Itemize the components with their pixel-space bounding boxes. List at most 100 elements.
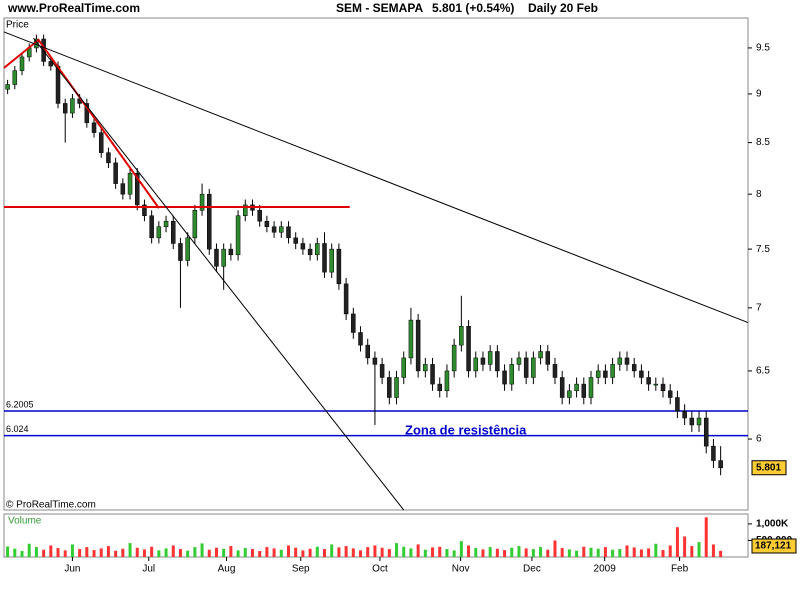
- quote: 5.801 (+0.54%): [432, 1, 514, 15]
- y-tick-label: 9.5: [756, 43, 770, 54]
- volume-bar: [34, 547, 38, 557]
- volume-bar: [719, 550, 723, 557]
- site: www.ProRealTime.com: [7, 1, 140, 15]
- candle-body: [502, 370, 507, 385]
- candle-body: [199, 193, 205, 211]
- candle-body: [257, 210, 262, 222]
- candle-body: [300, 243, 306, 250]
- candle-body: [336, 248, 342, 285]
- candle-body: [171, 220, 176, 244]
- volume-bar: [704, 517, 708, 557]
- volume-bar: [481, 549, 485, 557]
- candle-body: [293, 237, 298, 244]
- candle-body: [603, 370, 608, 378]
- volume-bar: [42, 549, 46, 557]
- candle-body: [185, 237, 190, 261]
- candle-body: [394, 377, 399, 398]
- volume-bar: [474, 548, 478, 557]
- x-tick-label: Aug: [218, 564, 236, 575]
- volume-bar: [603, 547, 607, 557]
- candle-body: [329, 248, 334, 273]
- candle-body: [106, 152, 111, 164]
- candle-body: [588, 377, 594, 398]
- candle-body: [617, 357, 623, 365]
- candle-body: [646, 377, 651, 385]
- volume-bar: [395, 543, 399, 557]
- resistance-label: 6.2005: [6, 399, 34, 409]
- volume-bar: [366, 547, 370, 557]
- volume-bar: [49, 545, 53, 557]
- annotation: Zona de resistência: [405, 422, 527, 437]
- date: 20 Feb: [560, 1, 598, 15]
- candle-body: [163, 220, 169, 227]
- volume-bar: [517, 546, 521, 557]
- volume-bar: [639, 549, 643, 557]
- volume-bar: [114, 550, 118, 557]
- candle-body: [192, 210, 198, 239]
- candle-body: [538, 351, 543, 359]
- volume-label: Volume: [8, 516, 42, 527]
- x-tick-label: Nov: [452, 564, 470, 575]
- volume-bar: [243, 548, 247, 557]
- last-volume-box: [751, 538, 797, 554]
- volume-bar: [171, 545, 175, 557]
- candle-body: [48, 61, 54, 67]
- candle-body: [653, 383, 659, 386]
- volume-bar: [632, 547, 636, 557]
- volume-bar: [488, 547, 492, 557]
- volume-bar: [452, 550, 456, 557]
- candle-body: [142, 204, 147, 216]
- volume-bar: [351, 548, 355, 557]
- volume-bar: [229, 546, 233, 557]
- y-tick-label: 8: [756, 189, 762, 200]
- candle-body: [559, 377, 565, 398]
- candle-body: [279, 226, 284, 233]
- volume-bar: [92, 550, 96, 557]
- volume-tick-label: 1,000K: [756, 519, 789, 530]
- candle-body: [120, 183, 126, 195]
- volume-bar: [582, 546, 586, 557]
- candle-body: [84, 103, 90, 124]
- x-tick-label: Jul: [142, 564, 155, 575]
- volume-bar: [546, 549, 550, 557]
- volume-bar: [459, 541, 463, 557]
- candle-body: [703, 417, 709, 447]
- candle-body: [5, 84, 10, 90]
- volume-bar: [402, 546, 406, 557]
- candle-body: [70, 98, 75, 114]
- y-tick-label: 6: [756, 434, 762, 445]
- volume-bar: [668, 545, 672, 557]
- volume-bar: [294, 547, 298, 557]
- volume-bar: [495, 548, 499, 557]
- candle-body: [365, 344, 370, 359]
- volume-bar: [359, 550, 363, 557]
- y-tick-label: 9: [756, 89, 762, 100]
- price-label: Price: [6, 20, 29, 31]
- volume-bar: [589, 547, 593, 557]
- volume-bar: [222, 548, 226, 557]
- candle-body: [379, 364, 385, 378]
- volume-bar: [467, 545, 471, 557]
- volume-bar: [121, 548, 125, 557]
- volume-bar: [654, 543, 658, 557]
- candle-body: [343, 283, 349, 315]
- candle-body: [228, 248, 234, 256]
- volume-bar: [344, 546, 348, 557]
- volume-bar: [265, 547, 269, 557]
- candle-body: [581, 383, 587, 398]
- candle-body: [271, 226, 277, 233]
- last-volume-label: 187,121: [755, 541, 792, 552]
- volume-bar: [373, 545, 377, 557]
- candle-body: [207, 193, 212, 250]
- volume-bar: [431, 547, 435, 557]
- candle-body: [473, 357, 479, 372]
- candle-body: [552, 364, 558, 378]
- candle-body: [696, 417, 702, 426]
- candle-body: [127, 172, 133, 195]
- volume-bar: [85, 547, 89, 557]
- volume-bar: [286, 545, 290, 557]
- volume-bar: [315, 546, 319, 557]
- last-price-box: [751, 460, 787, 476]
- candle-body: [401, 357, 406, 378]
